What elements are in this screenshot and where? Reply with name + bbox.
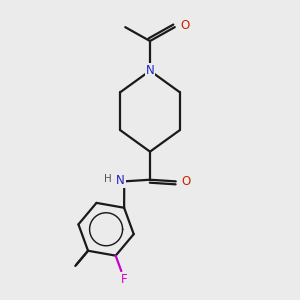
- Text: O: O: [180, 19, 189, 32]
- Text: O: O: [181, 175, 190, 188]
- Text: F: F: [121, 273, 128, 286]
- Text: N: N: [116, 174, 125, 187]
- Text: N: N: [146, 64, 154, 77]
- Text: H: H: [104, 174, 112, 184]
